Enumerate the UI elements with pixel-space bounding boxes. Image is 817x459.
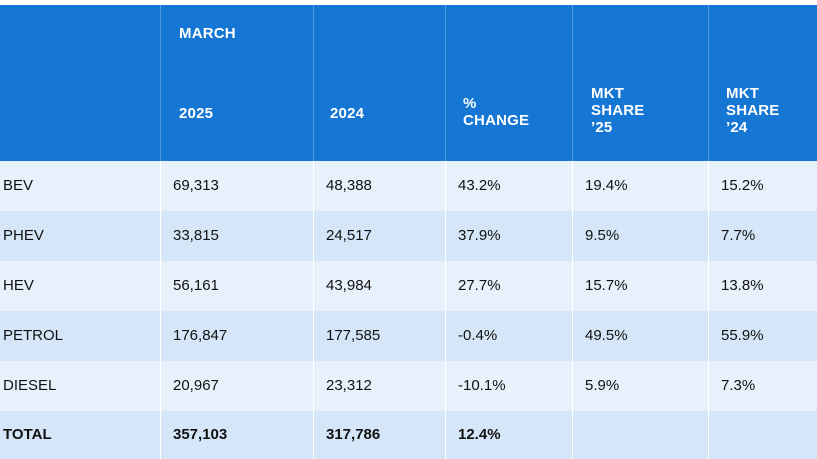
cell-2025: 56,161: [160, 261, 313, 311]
table-row: DIESEL 20,967 23,312 -10.1% 5.9% 7.3%: [0, 361, 817, 411]
table-row: PHEV 33,815 24,517 37.9% 9.5% 7.7%: [0, 211, 817, 261]
header-cell-change: % CHANGE: [445, 5, 572, 161]
cell-2024: 24,517: [313, 211, 445, 261]
header-cell-share-25: MKT SHARE ’25: [572, 5, 708, 161]
cell-2025: 357,103: [160, 411, 313, 459]
cell-2025: 20,967: [160, 361, 313, 411]
row-label: PHEV: [3, 227, 44, 244]
table-header: MARCH 2025 2024 % CHANGE MKT SHARE ’25 M…: [0, 5, 817, 161]
header-label-share-25: MKT SHARE ’25: [591, 85, 645, 136]
cell-share-24: 15.2%: [708, 161, 817, 211]
cell-2024: 43,984: [313, 261, 445, 311]
cell-share-24: 13.8%: [708, 261, 817, 311]
row-label: PETROL: [3, 327, 64, 344]
table-row: BEV 69,313 48,388 43.2% 19.4% 15.2%: [0, 161, 817, 211]
header-label-2024: 2024: [330, 105, 365, 122]
cell-2025: 69,313: [160, 161, 313, 211]
row-label: HEV: [3, 277, 34, 294]
table-row: HEV 56,161 43,984 27.7% 15.7% 13.8%: [0, 261, 817, 311]
table-row-total: TOTAL 357,103 317,786 12.4%: [0, 411, 817, 459]
cell-2024: 48,388: [313, 161, 445, 211]
cell-share-24: [708, 411, 817, 459]
cell-2024: 177,585: [313, 311, 445, 361]
header-label-2025: 2025: [179, 105, 214, 122]
cell-share-25: 9.5%: [572, 211, 708, 261]
header-label-share-24: MKT SHARE ’24: [726, 85, 780, 136]
cell-share-25: 49.5%: [572, 311, 708, 361]
cell-2025: 176,847: [160, 311, 313, 361]
cell-share-24: 7.3%: [708, 361, 817, 411]
row-label: BEV: [3, 177, 34, 194]
cell-change: 43.2%: [445, 161, 572, 211]
cell-share-25: 5.9%: [572, 361, 708, 411]
cell-change: -10.1%: [445, 361, 572, 411]
cell-share-25: 15.7%: [572, 261, 708, 311]
header-cell-2025: MARCH 2025: [160, 5, 313, 161]
cell-change: -0.4%: [445, 311, 572, 361]
header-cell-share-24: MKT SHARE ’24: [708, 5, 817, 161]
cell-change: 37.9%: [445, 211, 572, 261]
row-label: DIESEL: [3, 377, 57, 394]
header-cell-blank: [0, 5, 160, 161]
cell-2024: 317,786: [313, 411, 445, 459]
cell-2025: 33,815: [160, 211, 313, 261]
cell-change: 12.4%: [445, 411, 572, 459]
row-label: TOTAL: [3, 426, 52, 443]
header-group-label: MARCH: [179, 25, 236, 42]
cell-2024: 23,312: [313, 361, 445, 411]
cell-share-24: 55.9%: [708, 311, 817, 361]
cell-change: 27.7%: [445, 261, 572, 311]
cell-share-25: [572, 411, 708, 459]
header-cell-2024: 2024: [313, 5, 445, 161]
table-row: PETROL 176,847 177,585 -0.4% 49.5% 55.9%: [0, 311, 817, 361]
cell-share-24: 7.7%: [708, 211, 817, 261]
cell-share-25: 19.4%: [572, 161, 708, 211]
header-label-change: % CHANGE: [463, 95, 530, 129]
